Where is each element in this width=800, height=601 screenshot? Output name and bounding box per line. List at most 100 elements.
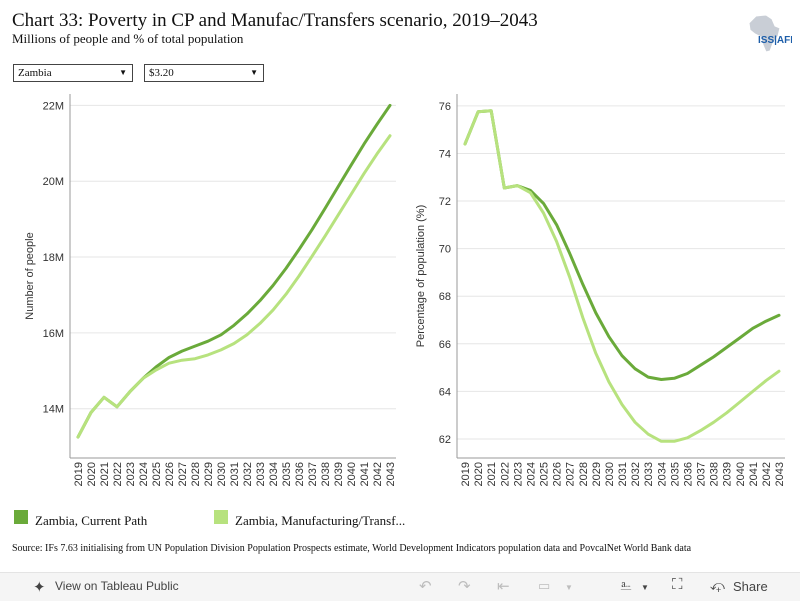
percent-x-tick-label: 2030 xyxy=(604,462,616,486)
people-x-tick-label: 2028 xyxy=(190,462,202,486)
percent-x-tick-label: 2021 xyxy=(486,462,498,486)
people-x-tick-label: 2029 xyxy=(203,462,215,486)
chevron-down-icon: ▼ xyxy=(565,583,573,592)
percent-x-tick-label: 2019 xyxy=(460,462,472,486)
people-x-tick-label: 2033 xyxy=(255,462,267,486)
percent-x-tick-label: 2031 xyxy=(617,462,629,486)
people-y-tick-label: 18M xyxy=(43,252,64,264)
legend-label-current-path: Zambia, Current Path xyxy=(35,513,148,528)
percent-y-tick-label: 70 xyxy=(439,244,451,256)
people-x-tick-label: 2035 xyxy=(281,462,293,486)
percent-y-tick-label: 66 xyxy=(439,339,451,351)
share-button[interactable]: Share xyxy=(733,579,768,594)
percent-x-tick-label: 2033 xyxy=(643,462,655,486)
people-y-tick-label: 22M xyxy=(43,100,64,112)
people-x-tick-label: 2042 xyxy=(372,462,384,486)
legend-swatch-current-path xyxy=(14,510,28,524)
country-select[interactable]: Zambia ▼ xyxy=(13,64,133,82)
percent-y-tick-label: 64 xyxy=(439,386,451,398)
chart-subtitle: Millions of people and % of total popula… xyxy=(12,31,244,46)
people-x-tick-label: 2030 xyxy=(216,462,228,486)
legend-label-manufacturing: Zambia, Manufacturing/Transf... xyxy=(235,513,406,528)
people-x-tick-label: 2043 xyxy=(385,462,397,486)
percent-x-tick-label: 2038 xyxy=(709,462,721,486)
people-x-tick-label: 2031 xyxy=(229,462,241,486)
revert-icon[interactable]: ⇤ xyxy=(497,578,510,595)
people-x-tick-label: 2036 xyxy=(294,462,306,486)
people-x-tick-label: 2034 xyxy=(268,462,280,486)
percent-x-tick-label: 2039 xyxy=(722,462,734,486)
chart-title: Chart 33: Poverty in CP and Manufac/Tran… xyxy=(12,10,538,31)
percent-y-tick-label: 76 xyxy=(439,101,451,113)
percent-x-tick-label: 2029 xyxy=(591,462,603,486)
people-x-tick-label: 2020 xyxy=(86,462,98,486)
share-icon[interactable]: ⤽ xyxy=(710,577,725,593)
poverty-line-select[interactable]: $3.20 ▼ xyxy=(144,64,264,82)
percent-y-tick-label: 72 xyxy=(439,196,451,208)
redo-icon[interactable]: ↷ xyxy=(458,578,471,595)
people-x-tick-label: 2040 xyxy=(346,462,358,486)
people-x-tick-label: 2032 xyxy=(242,462,254,486)
percent-x-tick-label: 2032 xyxy=(630,462,642,486)
source-note: Source: IFs 7.63 initialising from UN Po… xyxy=(12,543,692,554)
fullscreen-icon[interactable]: ⛶ xyxy=(672,576,683,593)
legend-swatch-manufacturing xyxy=(214,510,228,524)
people-x-tick-label: 2038 xyxy=(320,462,332,486)
people-series-line-manufacturing[interactable] xyxy=(76,134,392,439)
pause-icon[interactable]: ▭ xyxy=(538,578,551,593)
iss-africa-logo: ISS|AFI xyxy=(748,14,792,53)
people-x-tick-label: 2026 xyxy=(164,462,176,486)
percent-x-tick-label: 2026 xyxy=(552,462,564,486)
percent-x-tick-label: 2037 xyxy=(696,462,708,486)
percent-y-tick-label: 62 xyxy=(439,434,451,446)
people-x-tick-label: 2025 xyxy=(151,462,163,486)
percent-x-tick-label: 2042 xyxy=(761,462,773,486)
people-y-tick-label: 16M xyxy=(43,328,64,340)
tableau-logo-icon: ✦ xyxy=(33,579,46,596)
people-x-tick-label: 2019 xyxy=(73,462,85,486)
percent-x-tick-label: 2035 xyxy=(669,462,681,486)
chevron-down-icon: ▼ xyxy=(119,68,127,77)
chevron-down-icon: ▼ xyxy=(250,68,258,77)
percent-x-tick-label: 2028 xyxy=(578,462,590,486)
people-x-tick-label: 2027 xyxy=(177,462,189,486)
percent-x-tick-label: 2041 xyxy=(748,462,760,486)
people-x-tick-label: 2022 xyxy=(112,462,124,486)
logo-text: ISS|AFI xyxy=(758,35,792,46)
percent-series-line-manufacturing[interactable] xyxy=(463,109,781,443)
people-x-tick-label: 2021 xyxy=(99,462,111,486)
percent-x-tick-label: 2040 xyxy=(735,462,747,486)
tableau-toolbar: ✦ View on Tableau Public ↶ ↷ ⇤ ▭ ▼ ⎁ ▼ ⛶… xyxy=(0,572,800,601)
chevron-down-icon: ▼ xyxy=(641,583,649,592)
view-on-tableau-link[interactable]: View on Tableau Public xyxy=(55,579,179,593)
percent-x-tick-label: 2036 xyxy=(682,462,694,486)
people-x-tick-label: 2039 xyxy=(333,462,345,486)
percent-x-tick-label: 2027 xyxy=(565,462,577,486)
percentage-chart: 62 64 66 68 70 72 74 76 Percentage of population… xyxy=(415,94,786,486)
undo-icon[interactable]: ↶ xyxy=(419,578,432,595)
percent-series-line-current-path[interactable] xyxy=(463,109,781,381)
people-x-tick-label: 2041 xyxy=(359,462,371,486)
people-x-tick-label: 2037 xyxy=(307,462,319,486)
people-x-tick-label: 2023 xyxy=(125,462,137,486)
people-series-line-current-path[interactable] xyxy=(76,103,392,439)
people-y-tick-label: 14M xyxy=(43,404,64,416)
percent-x-tick-label: 2043 xyxy=(774,462,786,486)
country-select-value: Zambia xyxy=(18,67,52,79)
people-y-axis-label: Number of people xyxy=(24,232,36,319)
percent-x-tick-label: 2020 xyxy=(473,462,485,486)
percent-x-tick-label: 2025 xyxy=(539,462,551,486)
download-icon[interactable]: ⎁ xyxy=(620,577,633,594)
percent-y-tick-label: 68 xyxy=(439,291,451,303)
percent-y-axis-label: Percentage of population (%) xyxy=(415,205,427,347)
percent-x-tick-label: 2034 xyxy=(656,462,668,486)
people-y-tick-label: 20M xyxy=(43,176,64,188)
percent-x-tick-label: 2023 xyxy=(512,462,524,486)
percent-x-tick-label: 2024 xyxy=(525,462,537,486)
percent-y-tick-label: 74 xyxy=(439,148,451,160)
poverty-line-select-value: $3.20 xyxy=(149,67,174,79)
percent-x-tick-label: 2022 xyxy=(499,462,511,486)
people-x-tick-label: 2024 xyxy=(138,462,150,486)
